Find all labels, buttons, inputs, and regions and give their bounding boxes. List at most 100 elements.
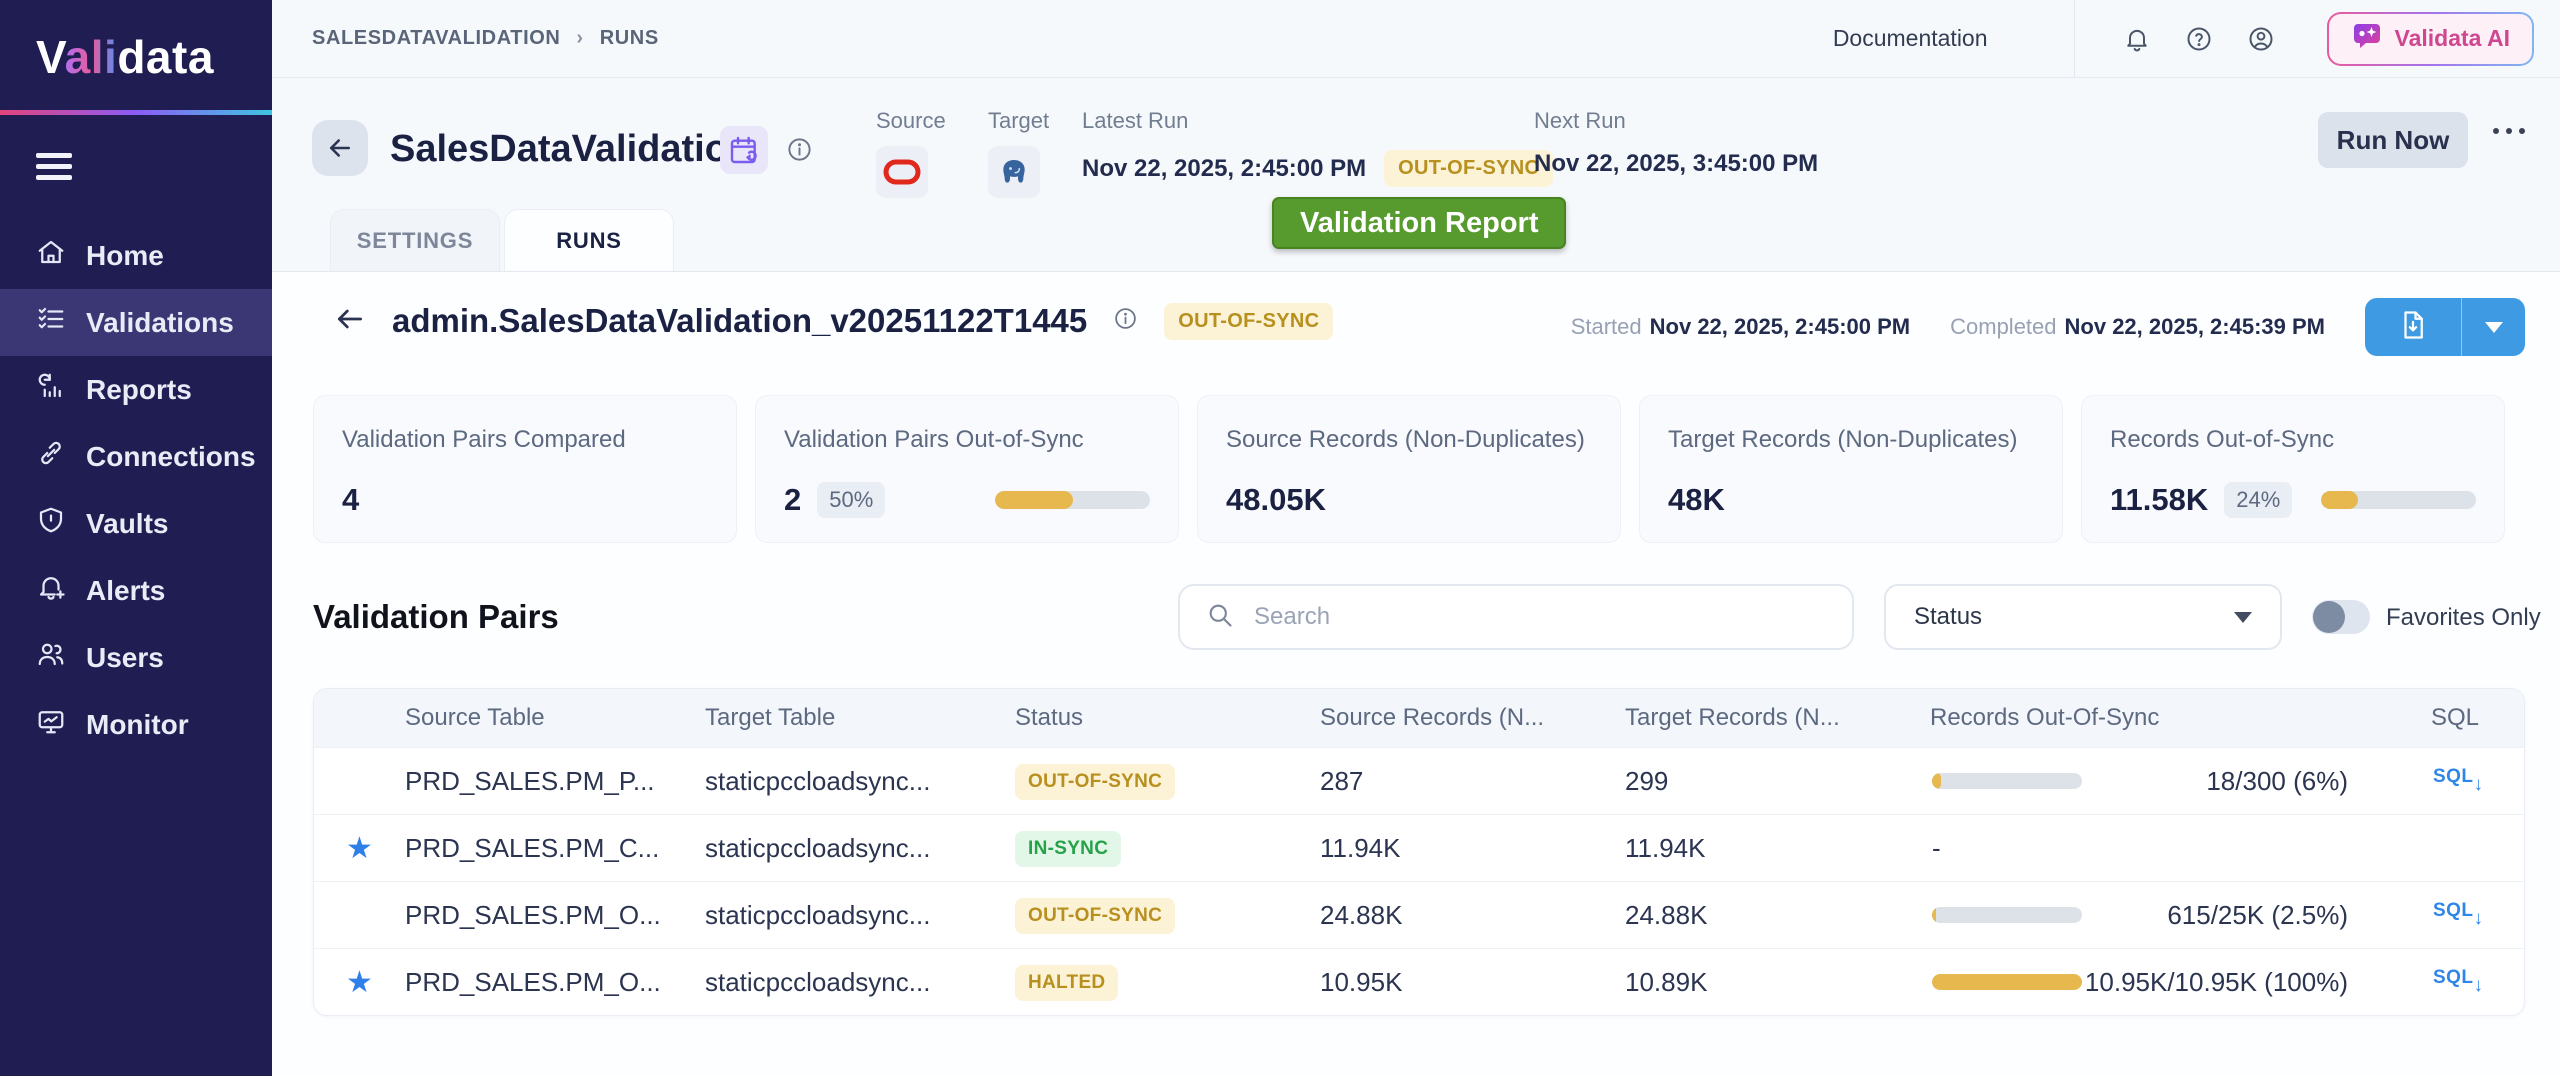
run-back-arrow-icon[interactable] [334, 303, 366, 340]
sidebar-item-connections[interactable]: Connections [0, 423, 272, 490]
breadcrumb-item-validation[interactable]: SALESDATAVALIDATION [312, 27, 561, 49]
source-label: Source [876, 108, 946, 133]
cell-records-out-of-sync: 18/300 (6%) [1924, 766, 2384, 797]
header-status[interactable]: Status [1009, 704, 1314, 732]
cell-source-table: PRD_SALES.PM_P... [405, 765, 655, 796]
out-of-sync-text: 18/300 (6%) [2206, 765, 2348, 796]
sidebar-item-vaults[interactable]: Vaults [0, 490, 272, 557]
bell-plus-icon [36, 572, 66, 609]
validata-ai-button[interactable]: Validata AI [2327, 12, 2534, 66]
report-chart-icon [36, 371, 66, 408]
table-row[interactable]: ★ PRD_SALES.PM_C... staticpccloadsync...… [314, 814, 2524, 881]
stat-value: 4 [342, 482, 360, 517]
validation-report-button[interactable]: Validation Report [1272, 197, 1567, 249]
stat-value: 11.58K [2110, 482, 2209, 517]
cell-source-table: PRD_SALES.PM_O... [405, 966, 661, 997]
latest-run-value: Nov 22, 2025, 2:45:00 PM [1082, 154, 1367, 182]
stat-title: Validation Pairs Compared [342, 426, 626, 453]
stat-title: Validation Pairs Out-of-Sync [784, 426, 1084, 453]
ai-button-label: Validata AI [2394, 25, 2510, 51]
sidebar-item-monitor[interactable]: Monitor [0, 691, 272, 758]
hamburger-menu-icon[interactable] [36, 153, 72, 180]
sidebar-item-label: Home [86, 239, 164, 271]
tab-runs[interactable]: RUNS [504, 209, 674, 271]
favorite-star-icon[interactable]: ★ [346, 965, 373, 999]
download-options-dropdown[interactable] [2461, 298, 2525, 356]
table-row[interactable]: ★ PRD_SALES.PM_O... staticpccloadsync...… [314, 948, 2524, 1015]
stat-title: Records Out-of-Sync [2110, 426, 2335, 453]
documentation-link[interactable]: Documentation [1832, 25, 1988, 51]
tab-bar: SETTINGS RUNS [330, 209, 678, 271]
header-sql[interactable]: SQL [2384, 704, 2524, 732]
cell-target-table: staticpccloadsync... [705, 832, 931, 863]
header-target-records[interactable]: Target Records (N... [1619, 704, 1924, 732]
next-run-group: Next Run Nov 22, 2025, 3:45:00 PM [1534, 108, 1818, 178]
shield-icon [36, 505, 66, 542]
search-input[interactable] [1254, 603, 1826, 631]
latest-run-status-badge: OUT-OF-SYNC [1384, 150, 1554, 187]
help-icon[interactable] [2185, 25, 2213, 53]
sidebar-item-label: Monitor [86, 708, 189, 740]
sidebar-item-home[interactable]: Home [0, 222, 272, 289]
file-download-icon [2398, 310, 2428, 345]
stat-title: Source Records (Non-Duplicates) [1226, 426, 1585, 453]
header-records-out-of-sync[interactable]: Records Out-Of-Sync [1924, 704, 2384, 732]
sidebar-item-reports[interactable]: Reports [0, 356, 272, 423]
validata-logo: Validata [0, 0, 272, 84]
next-run-label: Next Run [1534, 108, 1626, 133]
stat-card-pairs-out-of-sync: Validation Pairs Out-of-Sync 2 50% [755, 395, 1179, 543]
favorites-only-label: Favorites Only [2386, 604, 2541, 631]
breadcrumb-item-runs[interactable]: RUNS [599, 27, 659, 49]
sidebar-item-users[interactable]: Users [0, 624, 272, 691]
more-options-icon[interactable] [2490, 124, 2528, 138]
sidebar: Validata Home Validations Reports Connec… [0, 0, 272, 1076]
stat-value: 2 [784, 482, 802, 517]
run-detail-header: admin.SalesDataValidation_v20251122T1445… [334, 302, 1334, 340]
cell-source-table: PRD_SALES.PM_C... [405, 832, 660, 863]
sidebar-nav: Home Validations Reports Connections Vau… [0, 222, 272, 758]
sql-download-icon[interactable]: SQL ↓ [2432, 967, 2484, 996]
stat-title: Target Records (Non-Duplicates) [1668, 426, 2018, 453]
cell-target-records: 299 [1625, 765, 1669, 796]
table-row[interactable]: ★ PRD_SALES.PM_O... staticpccloadsync...… [314, 881, 2524, 948]
sidebar-item-label: Vaults [86, 507, 169, 539]
cell-target-records: 11.94K [1625, 832, 1706, 863]
account-icon[interactable] [2247, 25, 2275, 53]
notifications-bell-icon[interactable] [2123, 25, 2151, 53]
favorites-only-toggle[interactable] [2312, 600, 2370, 634]
schedule-calendar-icon[interactable] [720, 126, 768, 174]
run-detail-meta: Started Nov 22, 2025, 2:45:00 PM Complete… [1571, 298, 2525, 356]
topbar-divider [2073, 0, 2075, 78]
breadcrumb-separator: › [576, 27, 584, 49]
source-group: Source [876, 108, 946, 198]
source-db-oracle-icon[interactable] [876, 146, 928, 198]
search-icon [1206, 601, 1234, 634]
validation-title: SalesDataValidation [390, 128, 752, 170]
ai-chat-sparkle-icon [2351, 20, 2383, 57]
cell-source-table: PRD_SALES.PM_O... [405, 899, 661, 930]
favorite-star-icon[interactable]: ★ [346, 831, 373, 865]
sql-download-icon[interactable]: SQL ↓ [2432, 766, 2484, 795]
status-filter-dropdown[interactable]: Status [1884, 584, 2282, 650]
run-now-button[interactable]: Run Now [2318, 112, 2468, 168]
header-source-table[interactable]: Source Table [405, 704, 545, 731]
info-icon[interactable] [786, 136, 813, 163]
status-badge: OUT-OF-SYNC [1015, 897, 1176, 934]
download-report-button[interactable] [2365, 298, 2461, 356]
sidebar-item-alerts[interactable]: Alerts [0, 557, 272, 624]
header-source-records[interactable]: Source Records (N... [1314, 704, 1619, 732]
sql-download-icon[interactable]: SQL ↓ [2432, 900, 2484, 929]
target-db-elephant-icon[interactable] [988, 146, 1040, 198]
out-of-sync-text: - [1932, 832, 1941, 863]
sidebar-item-label: Connections [86, 440, 256, 472]
table-row[interactable]: ★ PRD_SALES.PM_P... staticpccloadsync...… [314, 747, 2524, 814]
tab-settings[interactable]: SETTINGS [330, 209, 500, 271]
sidebar-item-label: Validations [86, 306, 234, 338]
main-content: admin.SalesDataValidation_v20251122T1445… [272, 272, 2560, 1076]
cell-target-table: staticpccloadsync... [705, 899, 931, 930]
run-info-icon[interactable] [1113, 306, 1138, 336]
header-target-table[interactable]: Target Table [699, 704, 1009, 732]
stat-card-pairs-compared: Validation Pairs Compared 4 [313, 395, 737, 543]
back-button[interactable] [312, 120, 368, 176]
sidebar-item-validations[interactable]: Validations [0, 289, 272, 356]
